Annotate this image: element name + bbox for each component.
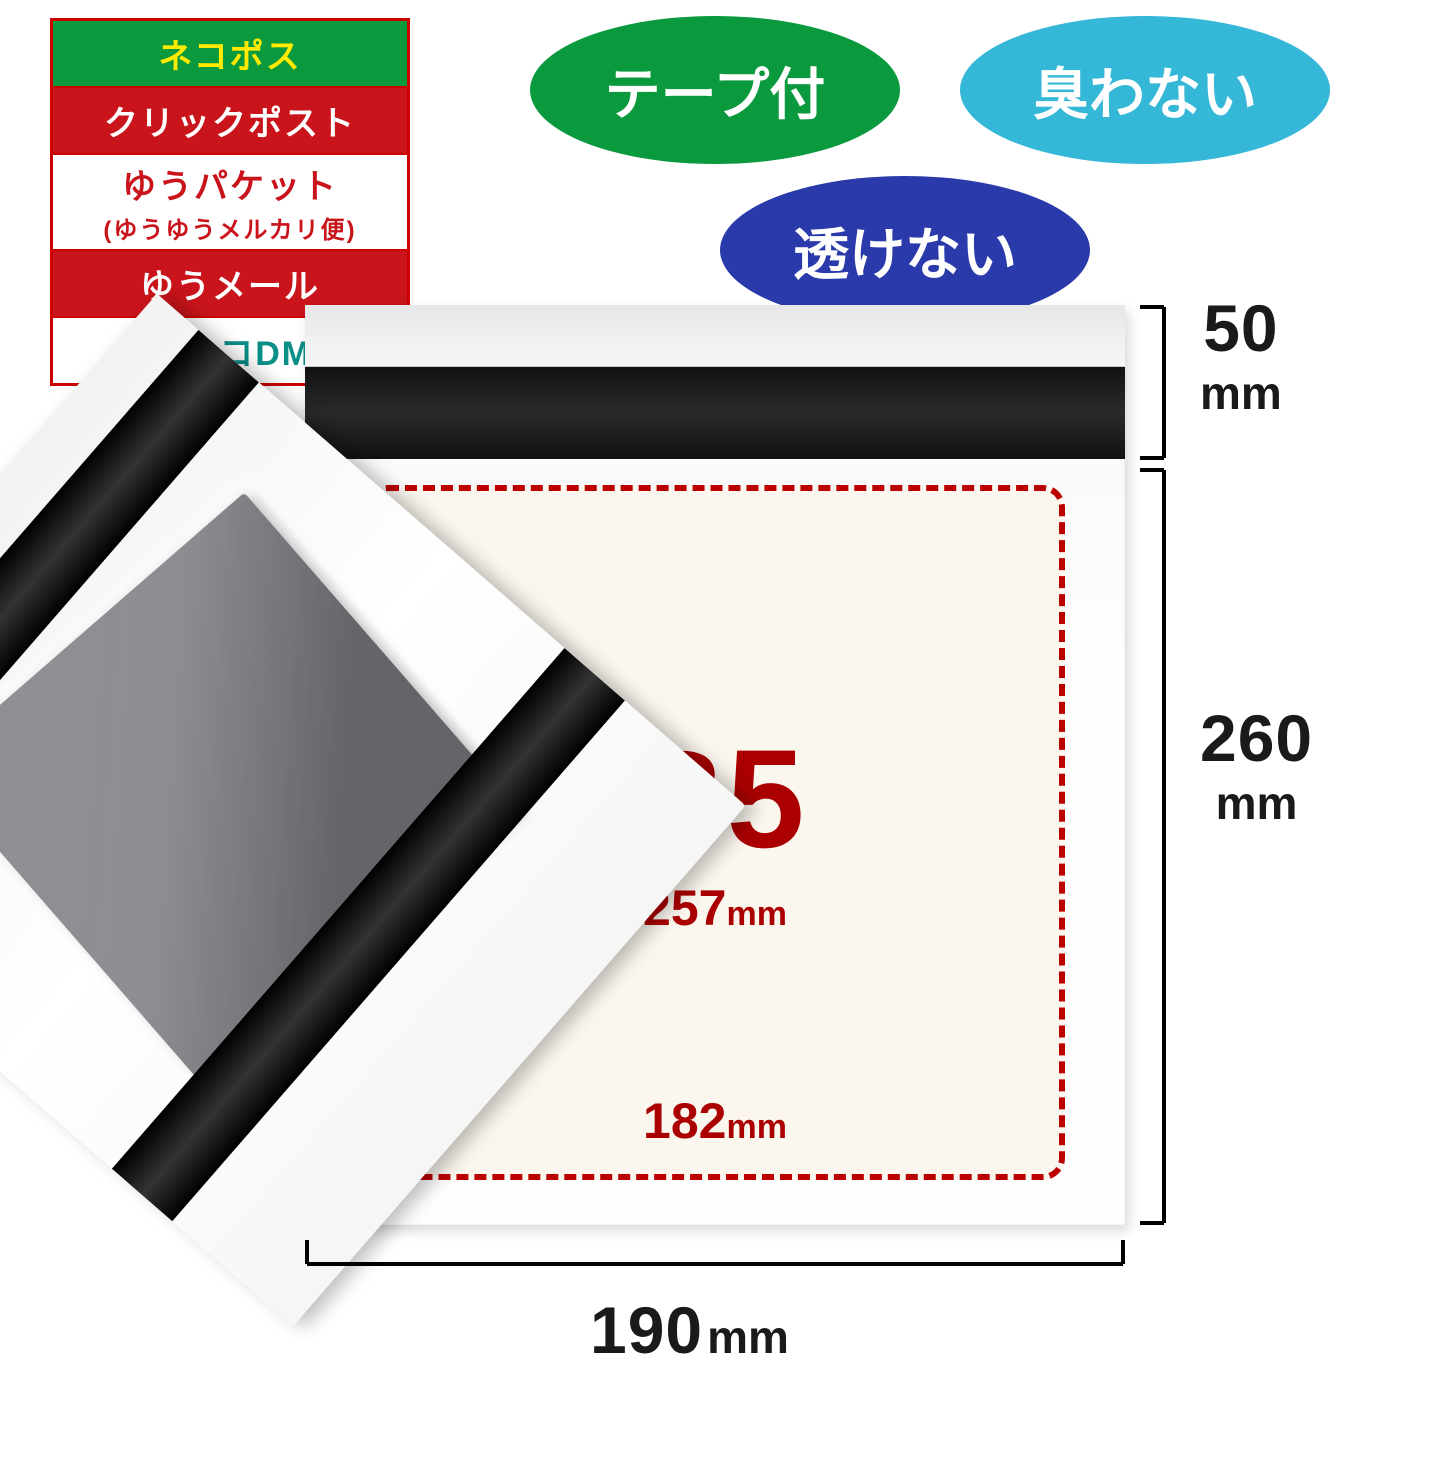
feature-pill-label: 透けない	[793, 210, 1017, 291]
feature-pill-label: テープ付	[605, 50, 826, 131]
shipping-item-label: ゆうパケット	[122, 168, 338, 206]
shipping-item-label: クリックポスト	[104, 105, 356, 143]
b5-width-label: 182mm	[643, 1092, 787, 1150]
dimension-flap: 50 mm	[1200, 290, 1282, 420]
dimension-flap-unit: mm	[1200, 366, 1282, 420]
feature-pill-opaque: 透けない	[720, 176, 1090, 324]
feature-pill-label: 臭わない	[1033, 50, 1257, 131]
dimension-width: 190mm	[590, 1292, 789, 1368]
mailer-fold	[305, 305, 1125, 367]
b5-width-value: 182	[643, 1093, 726, 1149]
dimension-width-unit: mm	[707, 1311, 789, 1363]
dimension-height-unit: mm	[1200, 776, 1313, 830]
dimension-bracket-height	[1138, 468, 1182, 1225]
shipping-item: ネコポス	[53, 21, 407, 88]
adhesive-strip	[305, 367, 1125, 459]
dimension-bracket-width	[305, 1238, 1125, 1282]
shipping-item: クリックポスト	[53, 88, 407, 155]
shipping-item-label: ネコポス	[158, 38, 301, 76]
b5-width-unit: mm	[726, 1108, 786, 1146]
shipping-item-label: ゆうメール	[140, 268, 320, 306]
dimension-height-value: 260	[1200, 701, 1313, 775]
dimension-width-value: 190	[590, 1293, 703, 1367]
b5-height-unit: mm	[726, 895, 786, 933]
feature-pill-tape: テープ付	[530, 16, 900, 164]
dimension-flap-value: 50	[1203, 291, 1278, 365]
dimension-height: 260 mm	[1200, 700, 1313, 830]
feature-pill-odor: 臭わない	[960, 16, 1330, 164]
shipping-item: ゆうパケット (ゆうゆうメルカリ便)	[53, 155, 407, 251]
shipping-item-sublabel: (ゆうゆうメルカリ便)	[57, 210, 403, 245]
dimension-bracket-flap	[1138, 305, 1182, 460]
